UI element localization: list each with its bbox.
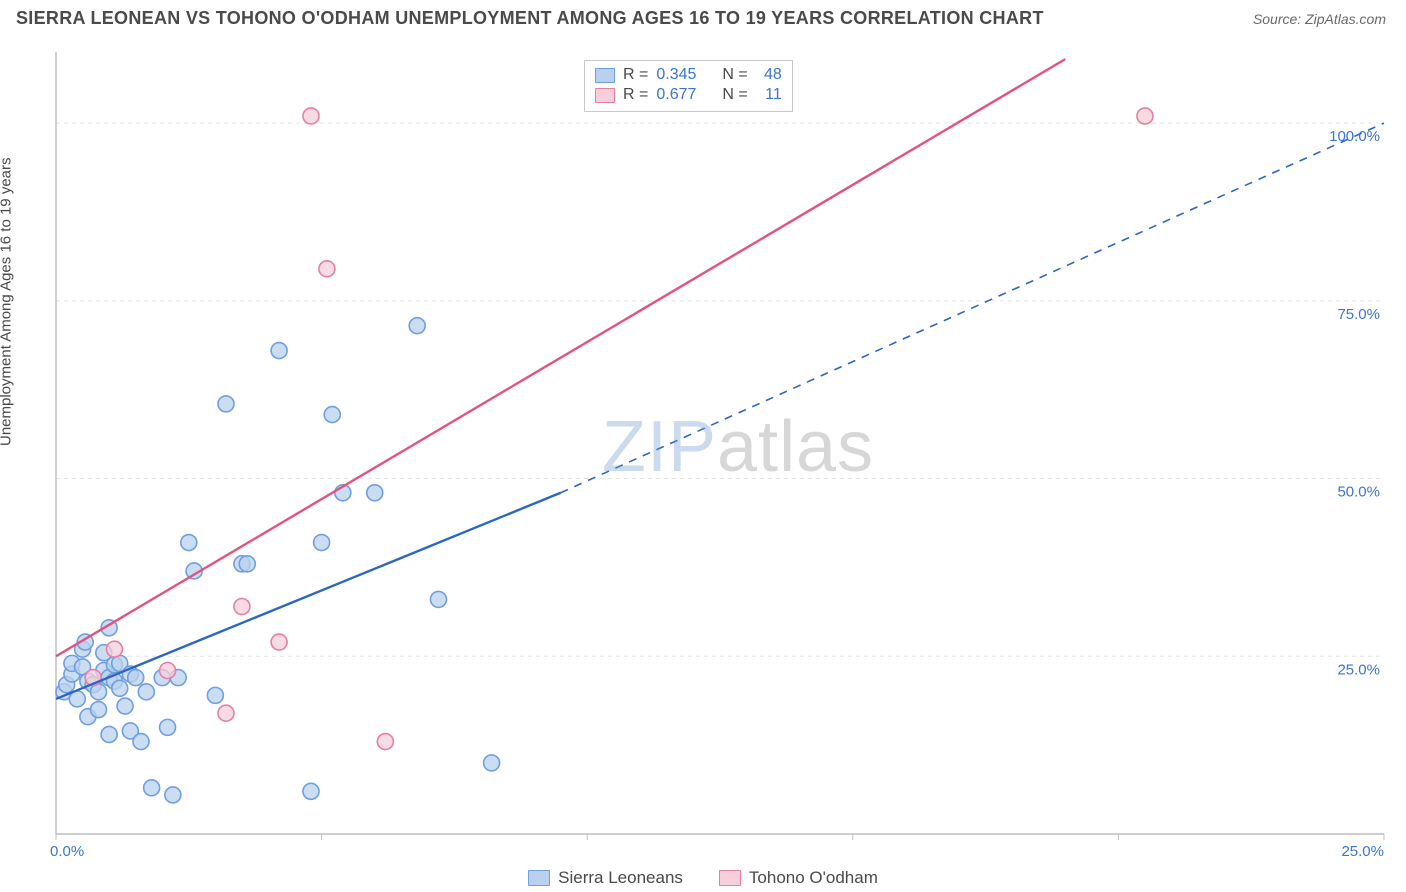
stat-label: N = xyxy=(722,66,747,84)
source-attribution: Source: ZipAtlas.com xyxy=(1253,11,1386,27)
n-value: 48 xyxy=(756,66,782,84)
r-value: 0.677 xyxy=(656,86,696,104)
svg-text:25.0%: 25.0% xyxy=(1341,843,1384,858)
stat-label: N = xyxy=(722,86,747,104)
svg-text:50.0%: 50.0% xyxy=(1337,484,1380,501)
legend: Sierra Leoneans Tohono O'odham xyxy=(0,868,1406,888)
svg-text:75.0%: 75.0% xyxy=(1337,306,1380,323)
scatter-chart-svg: 25.0%50.0%75.0%100.0%0.0%25.0% xyxy=(42,46,1390,858)
chart-title: SIERRA LEONEAN VS TOHONO O'ODHAM UNEMPLO… xyxy=(16,8,1044,29)
stat-label: R = xyxy=(623,66,648,84)
chart-header: SIERRA LEONEAN VS TOHONO O'ODHAM UNEMPLO… xyxy=(0,0,1406,39)
svg-text:25.0%: 25.0% xyxy=(1337,661,1380,678)
swatch-icon xyxy=(595,88,615,103)
legend-item: Sierra Leoneans xyxy=(528,868,683,888)
r-value: 0.345 xyxy=(656,66,696,84)
stats-row: R = 0.677 N = 11 xyxy=(595,85,782,105)
swatch-icon xyxy=(595,68,615,83)
n-value: 11 xyxy=(756,86,782,104)
correlation-stats-box: R = 0.345 N = 48 R = 0.677 N = 11 xyxy=(584,60,793,112)
swatch-icon xyxy=(528,870,550,886)
legend-item: Tohono O'odham xyxy=(719,868,878,888)
stat-label: R = xyxy=(623,86,648,104)
y-axis-label: Unemployment Among Ages 16 to 19 years xyxy=(0,157,15,446)
stats-row: R = 0.345 N = 48 xyxy=(595,65,782,85)
legend-label: Sierra Leoneans xyxy=(558,868,683,888)
svg-text:0.0%: 0.0% xyxy=(50,843,84,858)
legend-label: Tohono O'odham xyxy=(749,868,878,888)
swatch-icon xyxy=(719,870,741,886)
plot-area: 25.0%50.0%75.0%100.0%0.0%25.0% R = 0.345… xyxy=(42,46,1390,858)
